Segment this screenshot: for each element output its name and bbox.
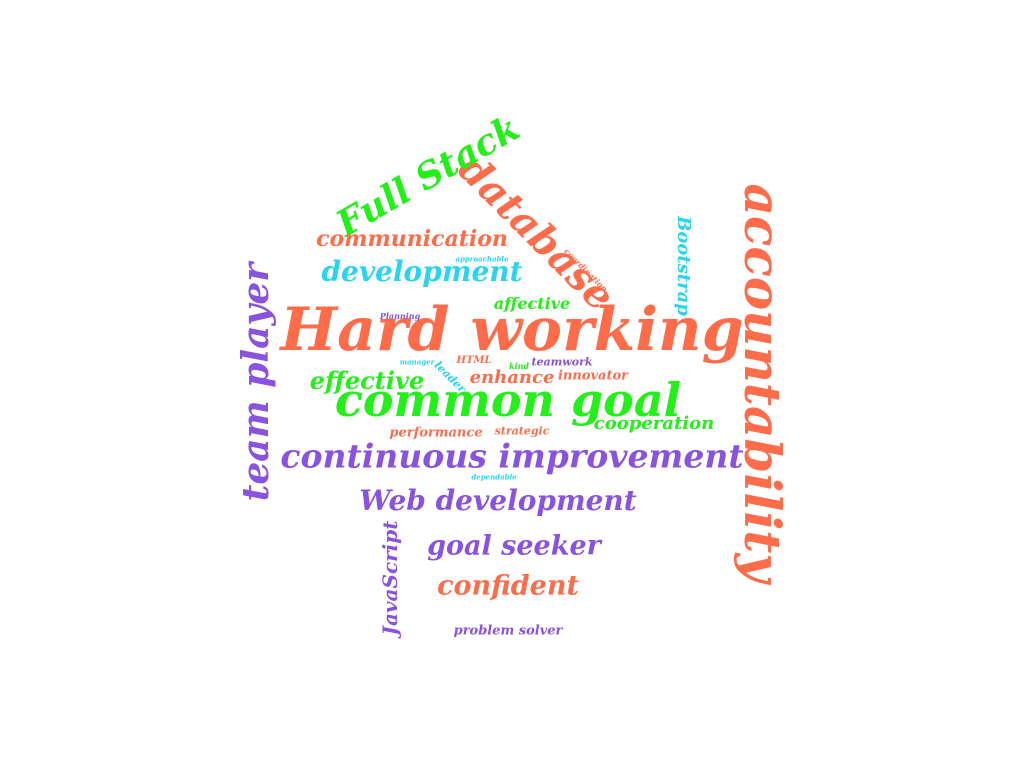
word-kind: kind bbox=[509, 361, 529, 371]
word-bootstrap: Bootstrap bbox=[673, 216, 694, 316]
word-confident: confident bbox=[437, 570, 579, 602]
word-javascript: JavaScript bbox=[378, 520, 402, 636]
word-continuous-improvement: continuous improvement bbox=[280, 436, 744, 476]
word-problem-solver: problem solver bbox=[453, 623, 563, 639]
word-effective: effective bbox=[309, 366, 425, 395]
word-enhance: enhance bbox=[469, 367, 555, 388]
word-communication: communication bbox=[316, 226, 508, 252]
word-cooperation: cooperation bbox=[593, 413, 715, 434]
word-teamwork: teamwork bbox=[531, 355, 593, 369]
word-accountability: accountability bbox=[733, 183, 792, 583]
word-manager: manager bbox=[399, 357, 435, 367]
word-approachable: approachable bbox=[455, 254, 509, 264]
word-affective: affective bbox=[493, 294, 571, 313]
word-html: HTML bbox=[456, 355, 492, 366]
word-dependable: dependable bbox=[471, 472, 517, 482]
word-innovator: innovator bbox=[557, 368, 629, 384]
word-goal-seeker: goal seeker bbox=[427, 530, 601, 562]
word-team-player: team player bbox=[235, 262, 277, 502]
word-performance: performance bbox=[389, 425, 483, 441]
word-web-development: Web development bbox=[359, 484, 637, 517]
word-strategic: strategic bbox=[494, 424, 550, 438]
word-common-goal: common goal bbox=[334, 373, 682, 427]
word-planning: Planning bbox=[379, 311, 421, 321]
word-development: development bbox=[321, 255, 523, 288]
word-hard-working: Hard working bbox=[280, 295, 744, 365]
